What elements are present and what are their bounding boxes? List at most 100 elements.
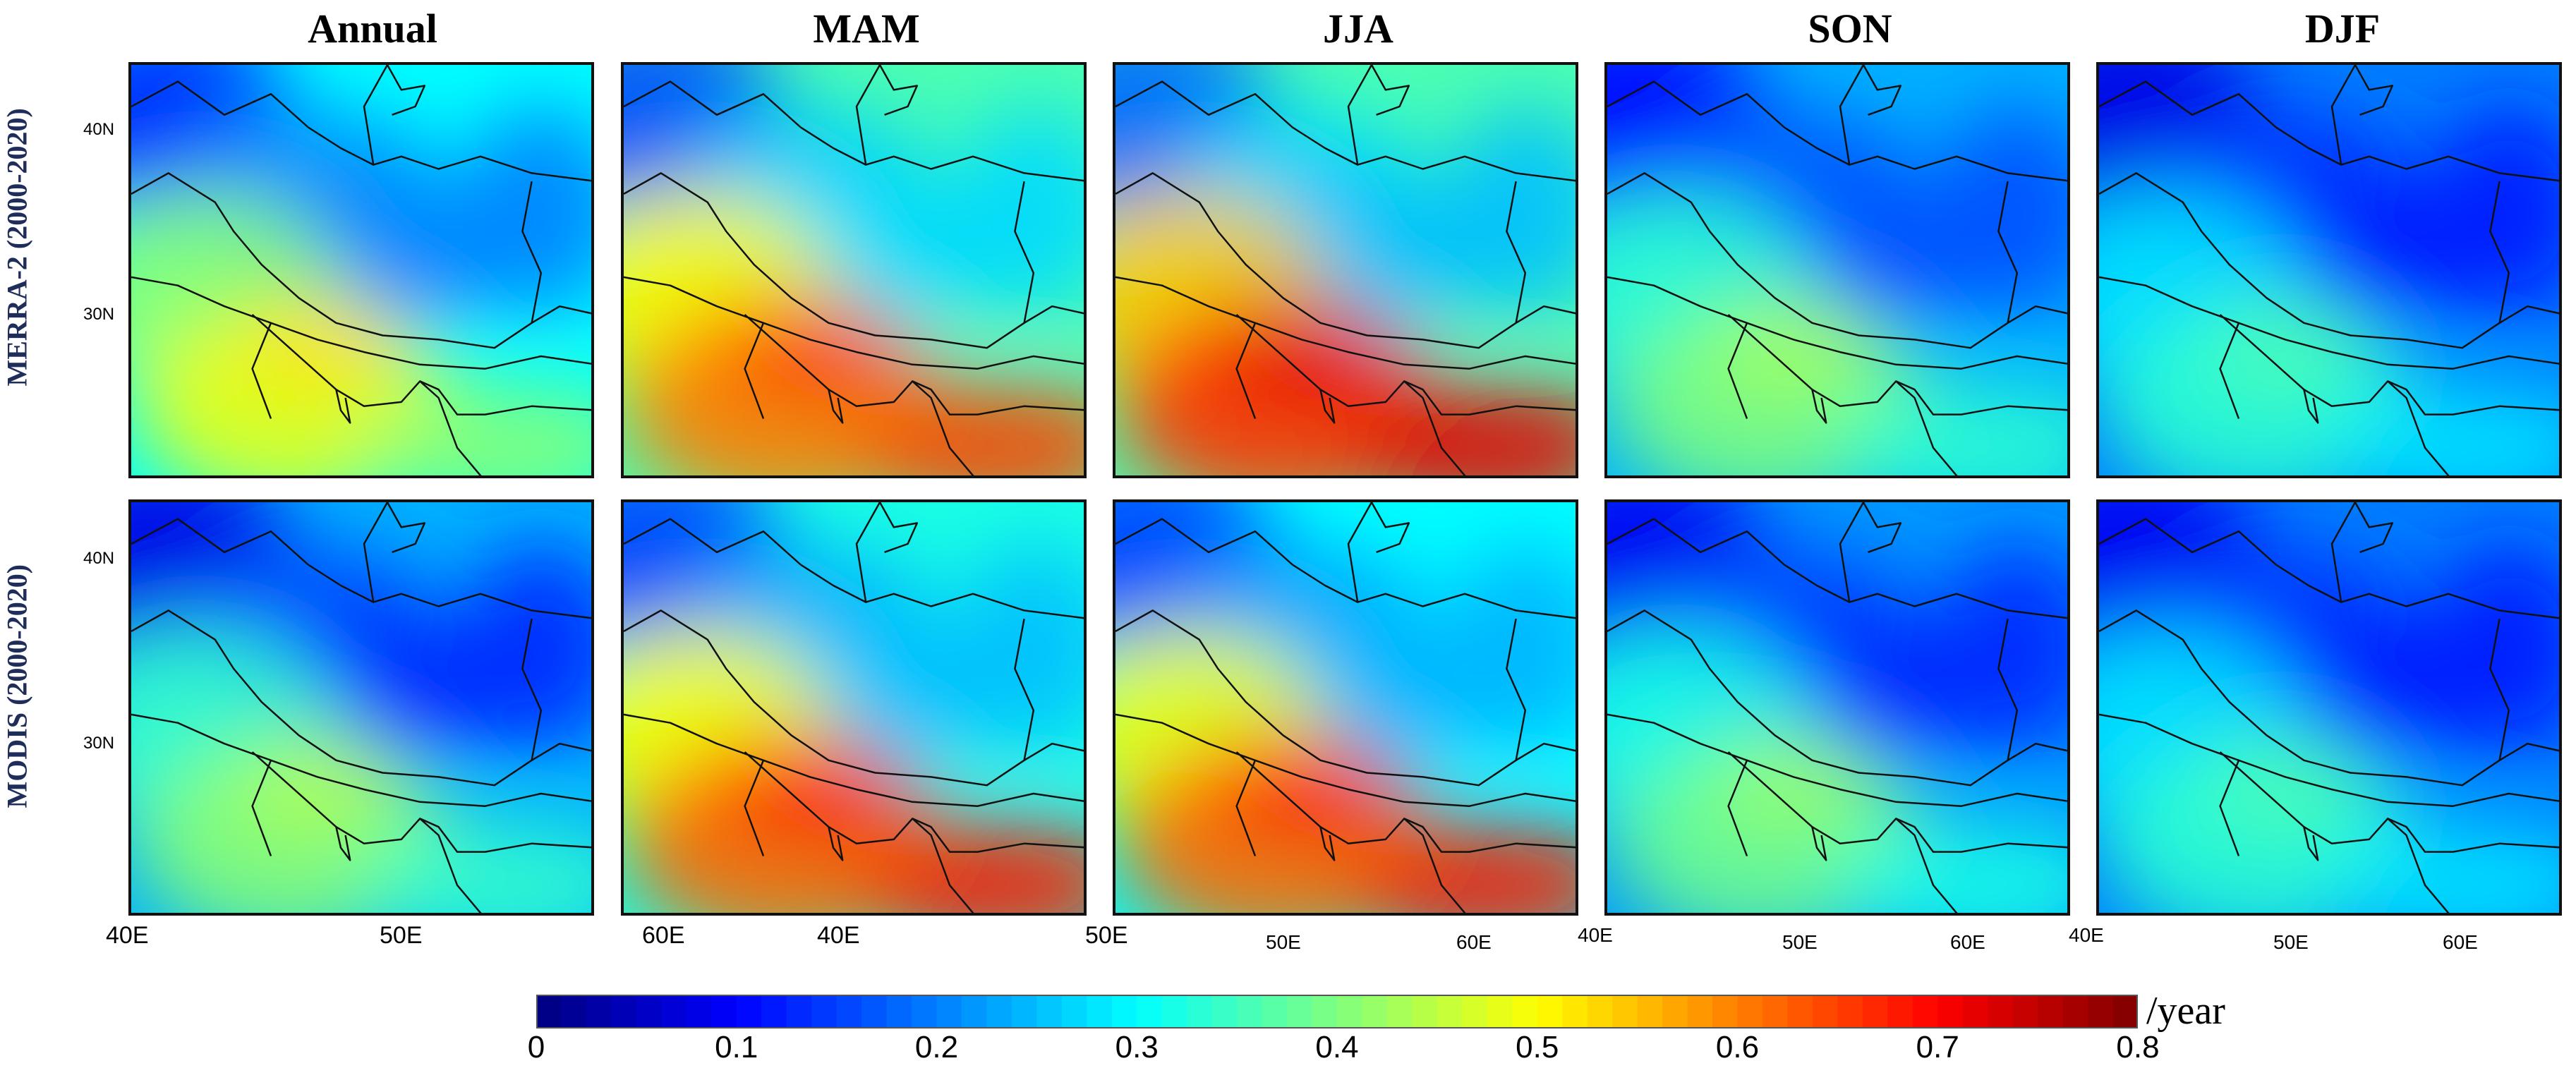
colorbar-segment [1637,995,1663,1029]
map-panel-merra2-annual [128,62,594,478]
country-border [1895,380,1958,475]
field-region [1441,544,1576,752]
colorbar-segment [861,995,888,1029]
country-border [1811,389,1827,424]
country-border [912,818,974,913]
country-border [2354,65,2394,116]
colorbar-segment [586,995,612,1029]
colorbar-segment [986,995,1012,1029]
country-border [335,389,351,424]
colorbar-segment [886,995,912,1029]
colorbar-segment [1962,995,1988,1029]
lon-tick-mam-60e: 60E [642,922,685,949]
field-region [1348,385,1576,475]
country-border [308,564,591,619]
country-border [624,172,1035,349]
country-border [2099,609,2510,787]
country-border [1235,314,1576,415]
country-border [2099,276,2559,370]
colorbar-segment [1262,995,1288,1029]
field-region [1840,385,2067,475]
country-border [2303,826,2319,861]
field-region [950,107,1084,315]
country-border [744,314,1084,415]
country-border [1607,172,2019,349]
colorbar-segment [1712,995,1739,1029]
colorbar-segment [1762,995,1789,1029]
country-border [1607,80,1785,128]
country-border [1115,609,1527,787]
country-border [1115,80,1293,128]
field-region [1933,544,2067,752]
colorbar-segment [1161,995,1187,1029]
country-border [131,80,309,128]
country-border [1023,742,1084,761]
country-border [335,826,351,861]
country-border [2099,518,2277,566]
country-border [2275,564,2559,619]
colorbar-segment [536,995,562,1029]
lon-tick-mam-40e: 40E [817,922,860,949]
country-border [1839,502,1865,602]
country-border [1115,713,1576,807]
map-field [1115,502,1576,913]
field-region [457,544,591,752]
country-border [2007,742,2067,761]
colorbar-segment [912,995,938,1029]
colorbar-segment [1487,995,1513,1029]
colorbar-segment [1462,995,1488,1029]
country-border [1347,65,1373,165]
map-field [131,65,591,475]
field-region [726,298,894,398]
country-border [2330,65,2357,165]
country-border [878,65,919,116]
country-border [1862,502,1902,553]
field-region [1348,823,1576,913]
lon-tick-jja-40e: 40E [1578,924,1613,946]
colorbar-segment [1537,995,1563,1029]
colorbar-segment [1837,995,1863,1029]
field-region [857,385,1084,475]
map-field [131,502,591,913]
country-border [2099,713,2559,807]
column-title-son: SON [1808,6,1892,51]
country-border [1895,818,1958,913]
lat-tick-30n-bottom: 30N [83,734,115,753]
field-region [364,385,591,475]
colorbar-segment [1662,995,1688,1029]
country-border [2219,751,2559,853]
colorbar-segment [811,995,837,1029]
country-border [1403,818,1466,913]
colorbar-segment [786,995,812,1029]
colorbar-segment [736,995,762,1029]
country-border [1784,564,2067,619]
colorbar-segment [2038,995,2064,1029]
colorbar-outline [536,995,2138,1029]
country-border [2330,502,2357,602]
field-region [857,823,1084,913]
colorbar-segment [836,995,862,1029]
country-border [2387,380,2450,475]
colorbar-tick-0: 0 [527,1030,545,1064]
column-title-annual: Annual [308,6,437,51]
country-border [2099,172,2510,349]
lon-tick-son-40e: 40E [2069,924,2104,946]
country-border [1727,322,1748,419]
country-border [2498,742,2559,761]
country-border [363,65,389,165]
map-panel-modis-son [1604,499,2070,916]
field-region [726,735,894,835]
colorbar-segment [1687,995,1713,1029]
country-border [1862,65,1902,116]
column-title-jja: JJA [1323,6,1393,51]
country-border [2219,760,2240,856]
colorbar-unit-label: /year [2146,989,2225,1033]
colorbar-segment [1587,995,1613,1029]
colorbar-segment [1137,995,1163,1029]
colorbar-segment [1512,995,1538,1029]
colorbar-segment [1562,995,1588,1029]
country-border [624,80,802,128]
colorbar-segment [936,995,962,1029]
row-label-modis: MODIS (2000-2020) [1,564,33,808]
country-border [1115,518,1293,566]
